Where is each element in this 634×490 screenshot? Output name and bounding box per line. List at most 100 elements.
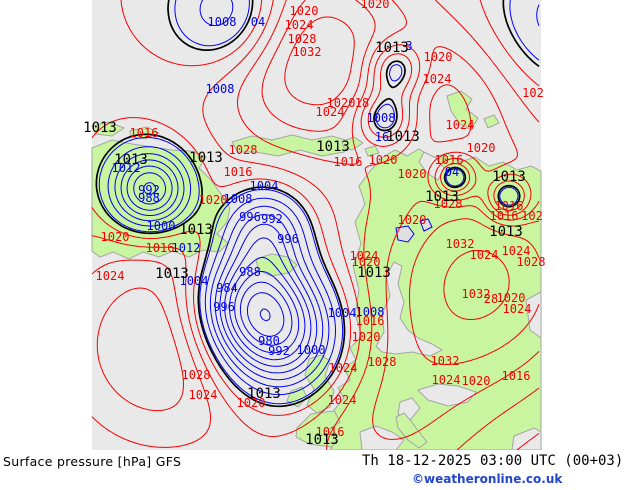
pressure-label: 102 [521,209,543,223]
isobar-1032 [284,16,540,365]
isobar-1028 [96,0,540,440]
svalbard-1 [341,136,364,151]
isobar-1004 [114,153,330,388]
bottom-right-sea [511,427,542,451]
map-title: Surface pressure [hPa] GFS [3,454,182,469]
italy [395,412,428,449]
pressure-label: 16 [375,130,389,144]
pressure-label: 1024 [316,105,345,119]
baltic-sea [375,261,444,357]
pressure-label: 1013 [179,222,213,238]
pressure-label: 1020 [398,167,427,181]
pressure-label: 1016 [502,369,531,383]
pressure-label: 1008 [367,111,396,125]
map-valid-time: Th 18-12-2025 03:00 UTC (00+03) [362,453,624,469]
black-sea [417,383,477,407]
pressure-label: 1004 [180,274,209,288]
pressure-label: 996 [239,210,261,224]
pressure-label: 1020 [352,330,381,344]
pressure-label: 992 [268,344,290,358]
pressure-label: 992 [138,183,160,197]
pressure-label: 04 [445,165,459,179]
pressure-label: 1013 [114,152,148,168]
svalbard-2 [364,145,380,157]
pressure-label: 996 [213,300,235,314]
isobar-992 [133,172,312,367]
pressure-label: 1000 [147,219,176,233]
pressure-label: 1020 [199,193,228,207]
pressure-label: 04 [251,15,265,29]
contour-layer [91,0,540,451]
franz-josef [483,114,500,129]
pressure-label: 1024 [446,118,475,132]
pressure-label: 1020 [398,213,427,227]
pressure-label: 1020 [462,374,491,388]
pressure-label: 1013 [247,386,281,402]
pressure-label: 1016 [495,199,524,213]
pressure-label: 1028 [517,255,546,269]
isobar-1008 [107,0,540,396]
credit-link: ©weatheronline.co.uk [412,472,563,486]
arctic-island-1 [91,121,126,137]
isobar-980 [239,281,293,346]
pressure-map: 1020 1020 1024 1028 1032 1020 1024 102 1020 18 102… [83,0,546,451]
pressure-label: 1013 [189,150,223,166]
pressure-label: 102 [522,86,544,100]
pressure-label: 988 [138,191,160,205]
pressure-label: 1016 [490,209,519,223]
pressure-label: 984 [216,281,238,295]
pressure-label: 1020 [237,396,266,410]
isobar-996 [126,165,318,374]
pressure-label: 1032 [462,287,491,301]
pressure-label: 1024 [502,244,531,258]
pressure-label: 1024 [328,393,357,407]
great-britain [304,354,335,414]
pressure-label: 1024 [503,302,532,316]
pressure-label: 1024 [432,373,461,387]
pressure-label: 1020 [497,291,526,305]
pressure-label: 1012 [112,161,141,175]
isobar-988 [143,182,306,361]
pressure-label: 1013 [155,266,189,282]
pressure-label: 1008 [206,82,235,96]
pressure-label: 996 [277,232,299,246]
pressure-label: 1016 [435,153,464,167]
arctic-island-2 [129,126,161,140]
isobar-984 [234,271,300,354]
pressure-label: 1016 [130,126,159,140]
pressure-label: 1020 [467,141,496,155]
pressure-label: 980 [258,334,280,348]
pressure-label: 1024 [96,269,125,283]
pressure-label: 1024 [285,18,314,32]
pressure-label: 1013 [316,139,350,155]
pressure-label: 1016 [334,155,363,169]
pressure-label: 1020 [352,255,381,269]
pressure-label: 1028 [434,197,463,211]
pressure-label: 1013 [425,189,459,205]
pressure-label: 1032 [446,237,475,251]
pressure-label: 1024 [350,249,379,263]
pressure-label: 1024 [423,72,452,86]
pressure-label: 1016 [356,314,385,328]
pressure-label: 1024 [470,248,499,262]
isobar-1016 [91,0,540,416]
isobar-1036 [443,250,510,320]
isobar-976 [247,292,285,337]
pressure-label: 1016 [146,241,175,255]
lake-ladoga [395,225,415,243]
pressure-label: 1020 [369,153,398,167]
pressure-label: 1024 [329,361,358,375]
pressure-label: 1012 [172,241,201,255]
white-sea [418,151,445,181]
pressure-label: 1013 [386,129,420,145]
pressure-label: 1020 [361,0,390,11]
pressure-label: 1013 [492,169,526,185]
pressure-label: 992 [261,212,283,226]
pressure-label: 3 [405,39,412,53]
pressure-label: 1024 [189,388,218,402]
pressure-label: 1028 [368,355,397,369]
pressure-label: 1016 [316,425,345,439]
pressure-label: 1020 [327,96,356,110]
